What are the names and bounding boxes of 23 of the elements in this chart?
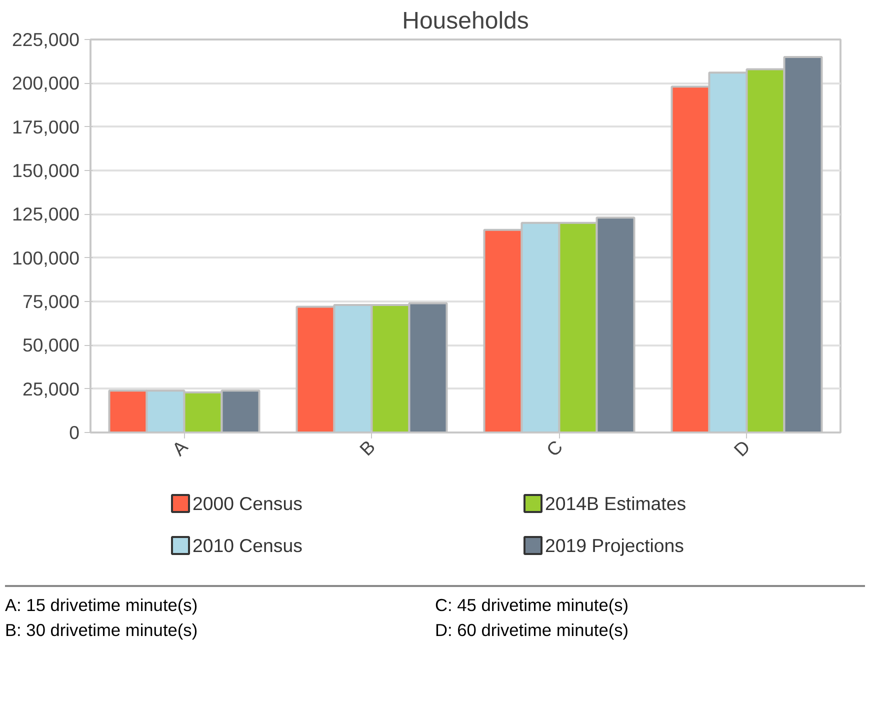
y-tick-label: 100,000	[12, 247, 80, 268]
x-tick-label: D	[730, 436, 754, 460]
x-tick-label: B	[356, 436, 380, 460]
legend-label: 2010 Census	[192, 535, 302, 556]
x-tick-label: C	[542, 436, 567, 460]
y-tick-label: 125,000	[12, 204, 80, 225]
y-tick-label: 150,000	[12, 160, 80, 181]
y-tick-label: 200,000	[12, 72, 80, 94]
legend-label: 2014B Estimates	[545, 493, 686, 514]
chart-title: Households	[402, 8, 529, 34]
y-tick-label: 25,000	[22, 378, 80, 400]
y-tick-label: 175,000	[12, 116, 80, 138]
y-tick-label: 0	[69, 422, 80, 443]
x-tick-label: A	[168, 436, 192, 460]
y-tick-label: 50,000	[22, 334, 80, 356]
text: A: 15 drivetime minute(s)	[5, 594, 199, 617]
text: C: 45 drivetime minute(s)	[435, 594, 630, 617]
text: D: 60 drivetime minute(s)	[435, 618, 630, 642]
text: B: 30 drivetime minute(s)	[5, 618, 199, 642]
y-tick-label: 75,000	[22, 291, 80, 312]
y-tick-label: 225,000	[12, 29, 80, 50]
legend-label: 2000 Census	[192, 493, 302, 514]
legend-label: 2019 Projections	[545, 535, 684, 556]
